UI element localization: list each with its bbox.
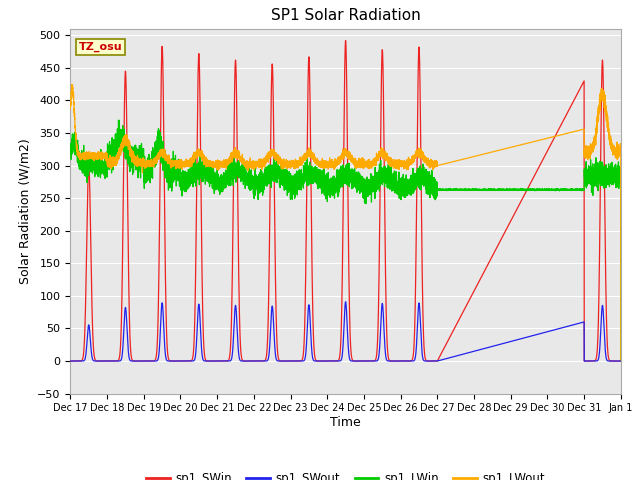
Legend: sp1_SWin, sp1_SWout, sp1_LWin, sp1_LWout: sp1_SWin, sp1_SWout, sp1_LWin, sp1_LWout [141, 468, 550, 480]
Y-axis label: Solar Radiation (W/m2): Solar Radiation (W/m2) [19, 138, 32, 284]
X-axis label: Time: Time [330, 416, 361, 429]
Title: SP1 Solar Radiation: SP1 Solar Radiation [271, 9, 420, 24]
Text: TZ_osu: TZ_osu [79, 42, 122, 52]
